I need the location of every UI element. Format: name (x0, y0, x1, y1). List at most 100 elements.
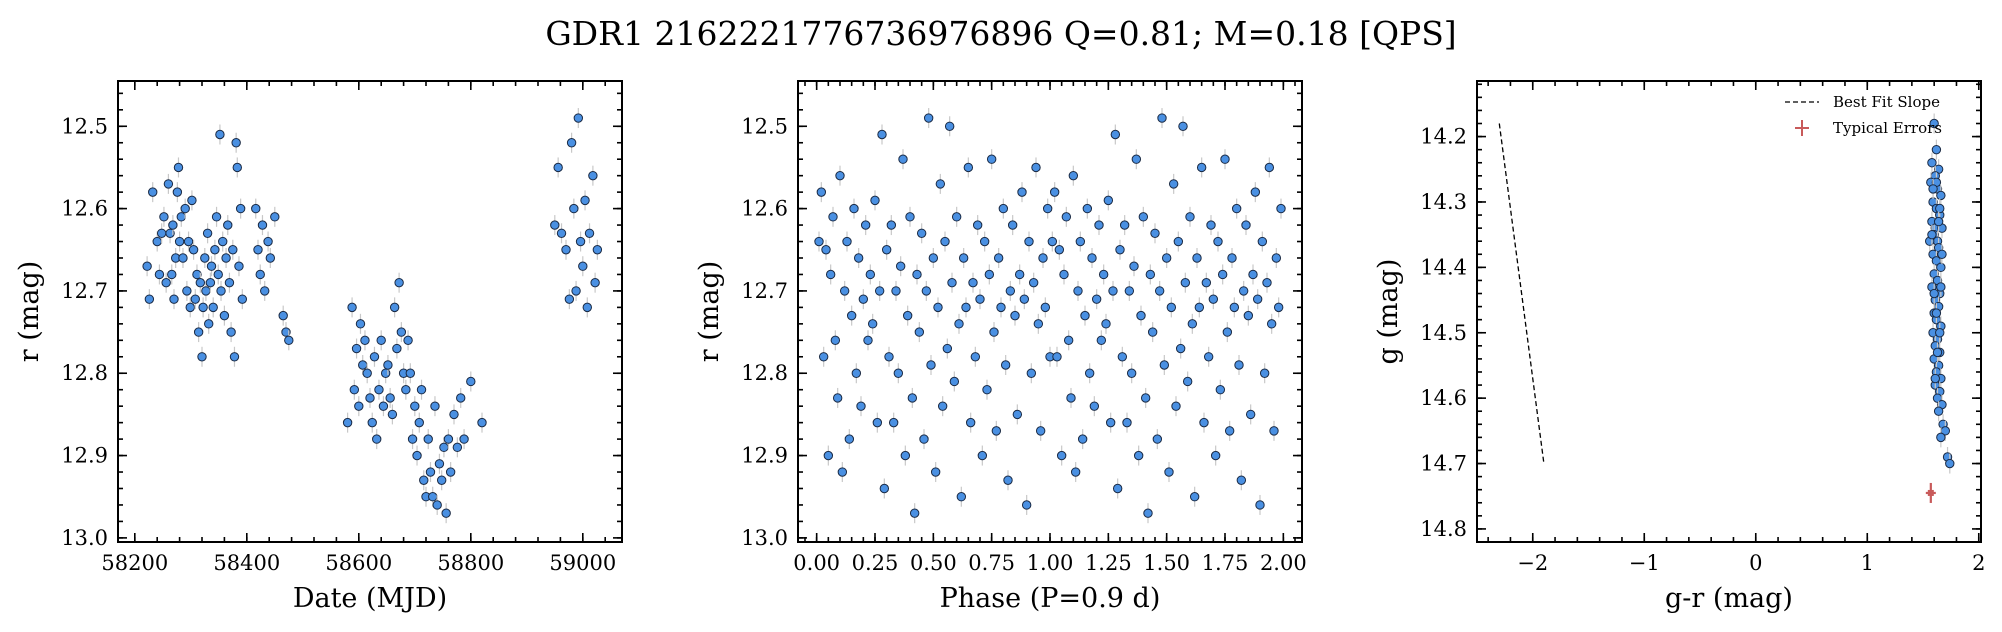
data-point (232, 162, 242, 173)
data-point (218, 236, 228, 247)
data-point (142, 261, 152, 271)
data-point (1054, 245, 1065, 255)
data-point (1108, 286, 1118, 296)
data-point (870, 195, 880, 206)
data-point (1259, 368, 1270, 378)
data-point (349, 385, 360, 395)
data-point (566, 138, 577, 148)
data-point (1936, 262, 1946, 273)
data-point (571, 286, 581, 296)
data-point (201, 286, 211, 296)
data-point (354, 401, 364, 411)
data-point (200, 253, 210, 263)
data-point (898, 154, 908, 164)
data-point (856, 401, 866, 411)
data-point (907, 393, 918, 403)
x-tick-label: 1.50 (1143, 551, 1190, 575)
data-point (863, 335, 873, 346)
data-point (1250, 187, 1261, 197)
data-point (832, 393, 843, 403)
data-point (839, 286, 850, 296)
data-point (1021, 500, 1032, 510)
data-point (569, 203, 579, 214)
data-point (989, 327, 999, 337)
data-point (374, 385, 384, 395)
y-tick-label: 14.3 (1420, 190, 1467, 214)
data-point (183, 236, 194, 247)
data-point (355, 319, 366, 329)
data-point (1066, 393, 1076, 403)
data-point (380, 368, 391, 378)
y-tick-label: 14.6 (1420, 386, 1467, 410)
data-point (197, 352, 207, 362)
data-point (174, 236, 185, 247)
data-point (1206, 220, 1216, 230)
data-point (1220, 154, 1230, 164)
data-point (165, 228, 175, 238)
data-point (1243, 310, 1254, 321)
data-point (1213, 236, 1223, 247)
data-point (1098, 269, 1109, 280)
data-point (206, 261, 217, 271)
data-point (830, 335, 841, 346)
y-tick-label: 14.7 (1420, 452, 1467, 476)
data-point (172, 187, 183, 197)
data-point (1140, 393, 1151, 403)
data-point (452, 442, 463, 453)
data-point (1255, 500, 1265, 510)
data-point (991, 426, 1002, 436)
data-point (867, 319, 878, 329)
data-point (1040, 302, 1051, 313)
data-point (1248, 269, 1258, 280)
data-point (235, 203, 246, 214)
data-point (851, 368, 862, 378)
data-point (886, 220, 897, 230)
data-point (1208, 294, 1219, 304)
data-point (1168, 179, 1179, 189)
data-point (1103, 195, 1114, 206)
data-point (1189, 492, 1200, 502)
data-point (392, 343, 402, 354)
data-point (849, 203, 859, 214)
y-tick-label: 12.9 (741, 444, 788, 468)
data-point (383, 360, 393, 370)
data-point (360, 335, 370, 346)
data-point (1273, 302, 1284, 313)
data-point (564, 294, 575, 304)
y-tick-label: 12.7 (61, 279, 108, 303)
data-point (449, 409, 459, 420)
data-point (846, 310, 857, 321)
data-point (921, 286, 932, 296)
data-point (1063, 335, 1074, 346)
data-point (963, 162, 974, 173)
data-point (263, 236, 273, 247)
data-point (187, 195, 197, 206)
data-point (425, 467, 436, 477)
data-point (858, 294, 869, 304)
data-point (229, 352, 240, 362)
axes-frame (1476, 80, 1982, 543)
data-point (284, 335, 294, 346)
legend-entry: Typical Errors (1833, 119, 1942, 137)
data-point (1203, 352, 1214, 362)
y-tick-label: 12.5 (741, 114, 788, 138)
data-point (430, 401, 440, 411)
data-point (1091, 294, 1102, 304)
data-point (192, 269, 202, 280)
data-point (1257, 236, 1268, 247)
data-point (1138, 212, 1149, 222)
data-point (842, 236, 852, 247)
data-point (215, 129, 225, 140)
data-point (1080, 310, 1090, 321)
data-point (405, 368, 416, 378)
data-point (278, 310, 288, 321)
y-tick-label: 12.8 (61, 361, 108, 385)
x-tick-label: 59000 (549, 551, 616, 575)
data-point (198, 302, 208, 313)
data-point (1000, 360, 1011, 370)
data-point (550, 220, 560, 230)
data-point (935, 179, 946, 189)
y-tick-label: 14.4 (1420, 255, 1467, 279)
data-point (996, 302, 1006, 313)
data-point (1110, 129, 1121, 140)
